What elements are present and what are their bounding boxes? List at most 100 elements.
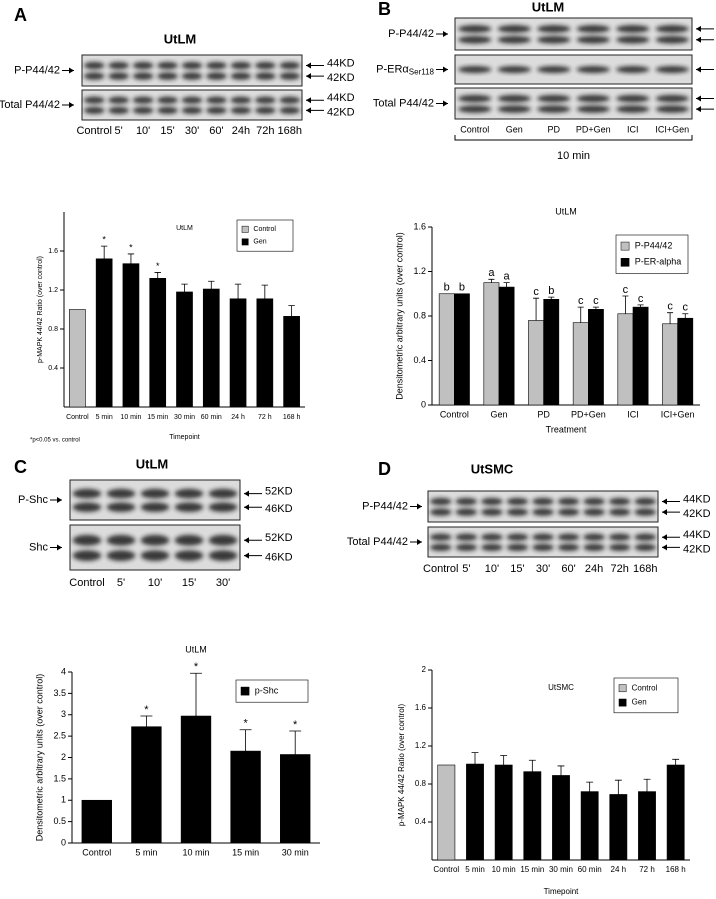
x-tick-label: 168 h — [666, 865, 686, 874]
chart-title: UtLM — [176, 225, 193, 232]
blot-band — [174, 488, 204, 499]
blot-membrane — [69, 524, 241, 571]
bar — [437, 764, 456, 861]
lane-label: Control — [69, 577, 104, 589]
blot-band — [72, 550, 102, 561]
x-axis-label: Timepoint — [169, 434, 200, 441]
y-tick-label: 1.2 — [415, 741, 427, 750]
error-bar — [127, 253, 135, 264]
marker-arrow-head — [662, 509, 667, 516]
legend-label: Gen — [253, 239, 266, 246]
blot-band — [506, 543, 529, 552]
error-bar — [234, 283, 242, 299]
y-tick-label: 0.4 — [415, 817, 427, 826]
panel-letter: C — [14, 457, 27, 477]
blot-band — [106, 488, 136, 499]
blot-band — [255, 61, 276, 70]
x-tick-label: Control — [440, 409, 469, 419]
blot-band — [132, 72, 154, 80]
blot-title: UtLM — [136, 456, 169, 471]
x-tick-label: 5 min — [135, 847, 157, 857]
blot-title: UtSMC — [471, 461, 514, 476]
blot-band — [655, 94, 689, 103]
blot-band — [255, 72, 276, 80]
blot-band — [455, 543, 478, 552]
blot-band — [132, 106, 154, 114]
blot-band — [140, 502, 170, 512]
blot-band — [430, 533, 452, 541]
row-arrow-head — [69, 67, 74, 74]
blot-band — [537, 25, 571, 33]
blot-row-label: P-P44/42 — [14, 64, 60, 76]
legend-box — [615, 234, 689, 274]
y-tick-label: 1.6 — [48, 248, 58, 255]
lane-label: 15' — [160, 125, 174, 137]
marker-arrow-head — [662, 544, 667, 551]
size-marker: 44KD — [683, 529, 711, 541]
lane-label: Control — [423, 563, 458, 575]
bar — [438, 293, 455, 406]
y-tick-label: 3.5 — [53, 688, 66, 698]
y-tick-label: 0.5 — [53, 816, 66, 826]
significance-marker: c — [683, 302, 689, 314]
significance-marker: c — [623, 284, 629, 296]
x-tick-label: 24 h — [231, 414, 245, 421]
blot-band — [83, 106, 105, 114]
blot-band — [72, 502, 102, 512]
y-tick-label: 1.6 — [413, 221, 426, 231]
bar — [149, 277, 167, 408]
blot-band — [608, 508, 631, 516]
legend-swatch — [618, 698, 627, 707]
blot-band — [458, 25, 492, 33]
size-marker: 52KD — [265, 532, 293, 544]
blot-band — [430, 497, 452, 506]
blot-band — [481, 533, 503, 541]
error-bar — [586, 781, 594, 792]
blot-band — [506, 508, 529, 516]
bar — [483, 282, 500, 406]
bar — [283, 316, 300, 408]
error-bar — [154, 272, 161, 279]
lane-label: 168h — [633, 563, 657, 575]
error-bar — [503, 282, 510, 288]
error-bar — [672, 758, 680, 765]
bar — [95, 258, 113, 408]
significance-marker: * — [102, 235, 106, 245]
blot-band — [576, 66, 610, 73]
error-bar — [100, 245, 108, 259]
blot-band — [430, 508, 452, 516]
blot-band — [634, 533, 656, 541]
blot-row-label: Total P44/42 — [373, 97, 434, 109]
lane-label: 30' — [185, 125, 199, 137]
bar — [176, 291, 193, 408]
blot-band — [230, 72, 252, 80]
legend-swatch — [241, 238, 249, 246]
error-bar — [682, 313, 689, 319]
size-marker: 44KD — [327, 92, 355, 104]
blot-band — [655, 66, 689, 73]
x-tick-label: 72 h — [639, 865, 655, 874]
blot-row-label-sub: Ser118 — [409, 68, 435, 77]
size-marker: 42KD — [327, 106, 355, 118]
marker-arrow-head — [244, 537, 249, 544]
blot-band — [157, 61, 178, 70]
blot-membrane — [454, 54, 693, 85]
blot-row-label-text: P-ERα — [376, 63, 409, 75]
bar — [81, 799, 112, 844]
error-bar — [261, 284, 269, 299]
significance-marker: c — [667, 301, 673, 313]
blot-band — [608, 497, 631, 506]
significance-marker: a — [504, 271, 511, 283]
chart-title: UtLM — [185, 644, 207, 654]
blot-band — [655, 35, 689, 44]
error-bar — [667, 312, 674, 324]
x-tick-label: Control — [66, 414, 89, 421]
bar — [454, 293, 470, 406]
lane-label: ICI+Gen — [655, 124, 689, 134]
lane-label: 15' — [510, 563, 524, 575]
marker-arrow-head — [306, 97, 311, 104]
blot-band — [140, 534, 170, 546]
blot-title: UtLM — [532, 0, 565, 14]
blot-band — [481, 543, 503, 552]
